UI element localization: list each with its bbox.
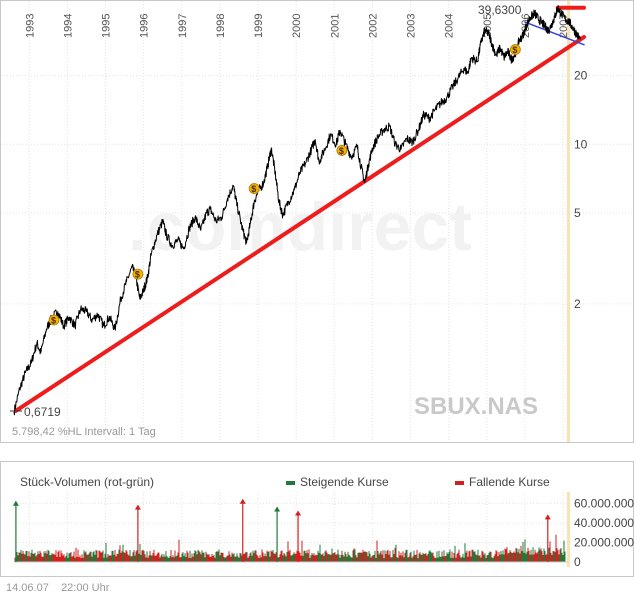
year-label-2007: 2007 [558,14,570,38]
volume-bars-rising [16,539,566,562]
price-tick-5: 5 [574,206,581,220]
volume-bars [14,534,568,563]
trend-lines [13,5,586,413]
low-price-label: 0,6719 [24,405,61,419]
year-label-2003: 2003 [406,14,418,38]
volume-spike-arrow-5 [544,514,551,520]
dividend-marker-symbol-1: $ [135,270,140,280]
legend-swatch-rising [286,481,295,485]
year-label-1993: 1993 [24,14,36,38]
price-tick-2: 2 [574,297,581,311]
trend-line-short-term-decline [524,21,585,46]
volume-bars-falling [14,534,561,562]
volume-tick-3: 0 [574,555,581,569]
high-price-label: 39,6300 [478,3,522,17]
year-label-1998: 1998 [215,14,227,38]
price-line [13,5,581,416]
legend-rising-label: Steigende Kurse [300,475,389,489]
volume-axis-labels: 60.000.000 40.000.000 20.000.000 0 [574,497,634,569]
price-line-group [13,5,581,416]
watermark: .comdirect [128,189,472,265]
symbol-label: SBUX.NAS [414,393,538,420]
footer-date: 14.06.07 [6,582,49,594]
chart-info-label: 5.798,42 %HL Intervall: 1 Tag [12,426,156,438]
year-label-2000: 2000 [291,14,303,38]
current-period-highlight [567,1,570,442]
volume-spike-arrow-0 [12,500,19,506]
dividend-marker-0 [48,314,60,326]
price-tick-20: 20 [574,69,588,83]
legend-swatch-falling [455,481,464,485]
year-label-1995: 1995 [101,14,113,38]
dividend-marker-symbol-2: $ [251,184,256,194]
volume-spike-arrow-2 [239,498,246,504]
year-label-1999: 1999 [253,14,265,38]
year-label-2004: 2004 [444,14,456,38]
dividend-marker-3 [336,145,348,156]
volume-spike-arrow-4 [295,510,302,516]
volume-tick-0: 60.000.000 [574,497,634,511]
dividend-marker-symbol-4: $ [512,45,517,55]
volume-current-highlight [567,492,570,567]
trend-line-long-term-support [13,35,586,413]
footer-time: 22:00 Uhr [61,582,110,594]
volume-title: Stück-Volumen (rot-grün) [20,475,154,489]
volume-spikes [12,498,551,562]
year-label-2002: 2002 [367,14,379,38]
dividend-marker-2 [248,183,260,194]
volume-spike-arrow-1 [134,504,141,510]
year-label-2001: 2001 [329,14,341,38]
dividend-marker-symbol-0: $ [51,315,56,325]
volume-tick-2: 20.000.000 [574,536,634,550]
year-label-1994: 1994 [62,14,74,38]
dividend-marker-1 [132,268,144,280]
dividend-marker-symbol-3: $ [339,146,344,156]
dividend-markers: $ $ $ $ $ [48,44,521,326]
volume-tick-1: 40.000.000 [574,516,634,530]
price-tick-10: 10 [574,137,588,151]
year-label-1996: 1996 [139,14,151,38]
y-axis-price-labels: 2 5 10 20 [574,69,588,311]
legend-falling-label: Fallende Kurse [469,475,550,489]
volume-spike-arrow-3 [274,506,281,512]
dividend-marker-4 [509,44,521,55]
footer-timestamp: 14.06.07 22:00 Uhr [6,582,109,594]
year-label-1997: 1997 [177,14,189,38]
